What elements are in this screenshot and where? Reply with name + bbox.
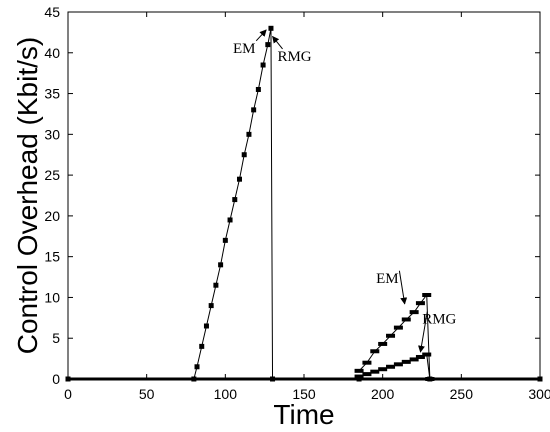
- data-point: [236, 176, 242, 182]
- data-point: [260, 62, 266, 68]
- x-axis-title: Time: [273, 399, 334, 430]
- data-point: [362, 360, 372, 365]
- data-point: [393, 325, 403, 330]
- y-tick-label: 40: [44, 45, 60, 61]
- y-tick-label: 20: [44, 208, 60, 224]
- data-point: [409, 310, 419, 315]
- tick-layer: 0 50 100 150 200 250 300 0 5 10 15 20 25 30 35 40 45: [44, 4, 550, 402]
- annotation: RMG: [418, 311, 457, 353]
- y-tick-label: 45: [44, 4, 60, 20]
- annotation-label: EM: [233, 41, 256, 57]
- data-point: [218, 262, 224, 268]
- y-tick-label: 5: [52, 330, 60, 346]
- x-tick-label: 50: [139, 386, 155, 402]
- data-point: [354, 368, 364, 373]
- x-tick-label: 100: [214, 386, 238, 402]
- y-tick-label: 25: [44, 167, 60, 183]
- data-point: [222, 237, 228, 243]
- data-point: [422, 292, 432, 297]
- x-tick-label: 200: [371, 386, 395, 402]
- annotation-layer: EM RMG EM RMG: [233, 29, 457, 353]
- data-point: [401, 317, 411, 322]
- data-point: [268, 25, 274, 31]
- data-point: [370, 349, 380, 354]
- x-tick-label: 0: [64, 386, 72, 402]
- y-axis-title: Control Overhead (Kbit/s): [12, 37, 43, 354]
- data-point: [208, 303, 214, 309]
- annotation-arrow: [272, 35, 283, 50]
- y-tick-label: 0: [52, 371, 60, 387]
- x-tick-label: 150: [292, 386, 316, 402]
- data-point: [386, 364, 396, 369]
- data-point: [194, 364, 200, 370]
- data-point: [401, 359, 411, 364]
- data-point: [354, 374, 364, 379]
- annotation: RMG: [272, 35, 312, 65]
- data-point: [362, 372, 372, 377]
- y-tick-label: 10: [44, 289, 60, 305]
- annotation-arrow: [398, 270, 408, 305]
- y-tick-label: 15: [44, 249, 60, 265]
- data-point: [393, 362, 403, 367]
- y-tick-label: 35: [44, 86, 60, 102]
- series-3: [354, 352, 435, 381]
- data-point: [265, 42, 271, 48]
- data-point: [213, 282, 219, 288]
- annotation-arrow: [255, 29, 267, 42]
- annotation: EM: [233, 29, 267, 57]
- data-point: [246, 131, 252, 137]
- data-point: [203, 323, 209, 329]
- data-point: [227, 217, 233, 223]
- annotation-label: RMG: [277, 49, 311, 65]
- data-point: [386, 333, 396, 338]
- data-point: [199, 343, 205, 349]
- annotation-arrow: [418, 311, 428, 353]
- y-tick-label: 30: [44, 126, 60, 142]
- data-point: [409, 357, 419, 362]
- data-point: [232, 197, 238, 203]
- data-point: [422, 352, 432, 357]
- data-point: [415, 301, 425, 306]
- annotation-label: RMG: [422, 312, 456, 328]
- data-point: [255, 86, 261, 92]
- x-tick-label: 250: [450, 386, 474, 402]
- data-point: [378, 341, 388, 346]
- data-point: [378, 367, 388, 372]
- data-point: [251, 107, 257, 113]
- annotation-label: EM: [376, 271, 399, 287]
- x-tick-label: 300: [528, 386, 550, 402]
- data-point: [241, 152, 247, 158]
- annotation: EM: [376, 270, 408, 305]
- data-point: [415, 354, 425, 359]
- data-point: [370, 369, 380, 374]
